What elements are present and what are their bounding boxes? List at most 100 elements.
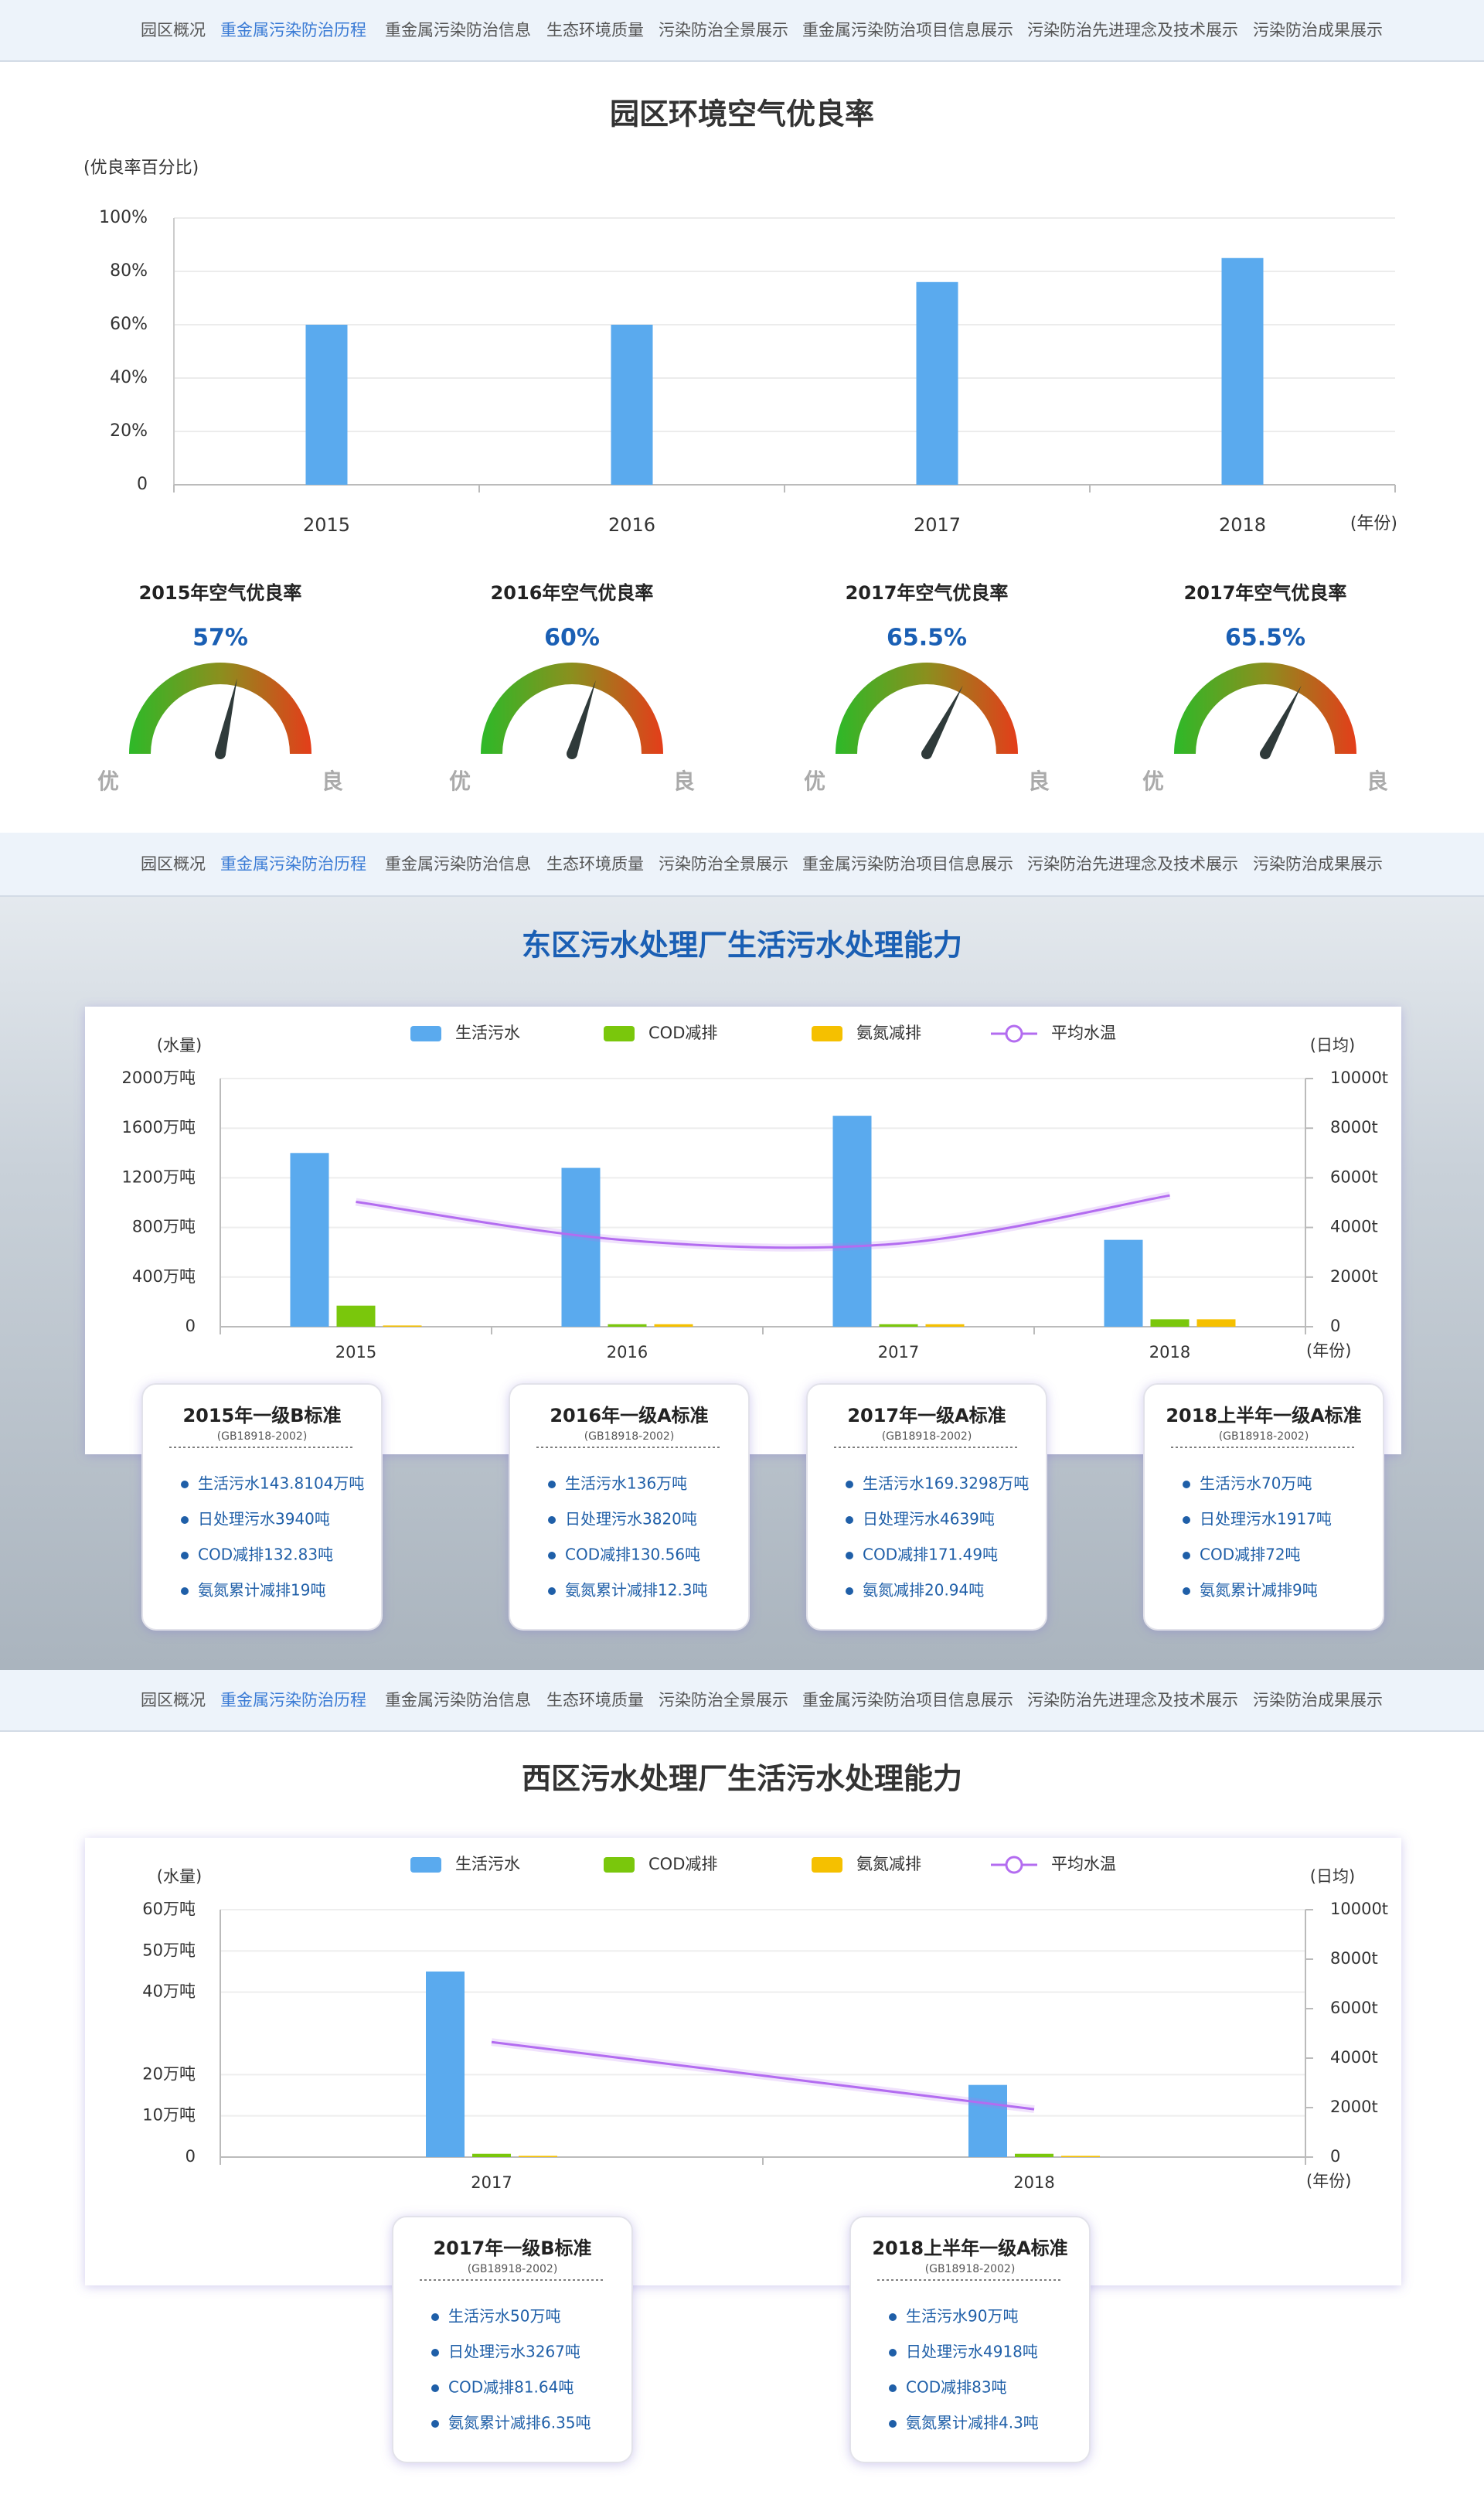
card-bullet (889, 2384, 897, 2392)
x-tick-label: 2015 (335, 1343, 376, 1362)
gauge-hub (921, 748, 932, 759)
nav-bar (0, 0, 1484, 62)
x-tick-label: 2017 (471, 2173, 512, 2192)
card-item: 日处理污水3267吨 (448, 2343, 580, 2361)
card-bullet (548, 1481, 556, 1488)
bar (305, 325, 348, 485)
gauge-min-label: 优 (1142, 769, 1164, 794)
nav-item[interactable]: 园区概况 (141, 1691, 206, 1709)
x-axis-label: (年份) (1306, 1341, 1351, 1360)
gauge-hub (567, 748, 577, 759)
bar (879, 1324, 918, 1327)
card-bullet (181, 1587, 189, 1595)
bar (925, 1324, 965, 1327)
nav-item[interactable]: 污染防治成果展示 (1253, 1691, 1383, 1709)
card-bullet (846, 1587, 853, 1595)
nav-item[interactable]: 污染防治先进理念及技术展示 (1027, 1691, 1238, 1709)
nav-item[interactable]: 污染防治先进理念及技术展示 (1027, 855, 1238, 874)
card-item: COD减排171.49吨 (863, 1546, 998, 1564)
legend-swatch (604, 1026, 635, 1041)
nav-item[interactable]: 园区概况 (141, 21, 206, 39)
nav-item[interactable]: 重金属污染防治历程 (220, 21, 366, 39)
gauge-arc (836, 663, 1018, 754)
nav-item[interactable]: 重金属污染防治历程 (220, 1691, 366, 1709)
x-tick-label: 2018 (1149, 1343, 1190, 1362)
x-tick-label: 2017 (914, 514, 961, 536)
card-standard: (GB18918-2002) (882, 1430, 972, 1443)
card-item: 生活污水136万吨 (565, 1474, 687, 1493)
nav-item[interactable]: 重金属污染防治项目信息展示 (802, 1691, 1013, 1709)
gauge-title: 2015年空气优良率 (139, 582, 302, 604)
y-tick-label: 40% (110, 368, 148, 387)
card-bullet (1183, 1552, 1190, 1559)
line-series (491, 2040, 1035, 2111)
nav-item[interactable]: 污染防治全景展示 (659, 21, 788, 39)
y2-tick-label: 4000t (1330, 1218, 1378, 1236)
x-tick-label: 2016 (607, 1343, 648, 1362)
card-item: 日处理污水1917吨 (1200, 1510, 1332, 1529)
card-bullet (846, 1552, 853, 1559)
gauge-max-label: 良 (673, 769, 695, 794)
card-item: 氨氮累计减排19吨 (198, 1581, 325, 1600)
nav-item[interactable]: 重金属污染防治项目信息展示 (802, 21, 1013, 39)
card-bullet (1183, 1516, 1190, 1524)
legend-label: 平均水温 (1051, 1024, 1116, 1042)
chart-title: 园区环境空气优良率 (610, 97, 874, 131)
card-title: 2017年一级B标准 (433, 2237, 591, 2259)
chart-title: 西区污水处理厂生活污水处理能力 (522, 1762, 962, 1796)
nav-item[interactable]: 生态环境质量 (546, 855, 644, 874)
card-bullet (846, 1516, 853, 1524)
nav-item[interactable]: 重金属污染防治项目信息展示 (802, 855, 1013, 874)
nav-item[interactable]: 污染防治全景展示 (659, 855, 788, 874)
y2-tick-label: 0 (1330, 1317, 1340, 1335)
y-tick-label: 50万吨 (142, 1941, 196, 1959)
y-tick-label: 20万吨 (142, 2064, 196, 2083)
y-tick-label: 60% (110, 315, 148, 334)
chart-title: 东区污水处理厂生活污水处理能力 (522, 929, 962, 963)
line-series (356, 1194, 1170, 1249)
bar (611, 325, 653, 485)
y-tick-label: 60万吨 (142, 1900, 196, 1918)
gauge-arc (1174, 663, 1356, 754)
gauge-min-label: 优 (804, 769, 825, 794)
card-item: 氨氮累计减排6.35吨 (448, 2414, 591, 2432)
nav-bar (0, 833, 1484, 897)
gauge-needle (921, 685, 963, 757)
card-bullet (431, 2420, 439, 2428)
nav-item[interactable]: 污染防治先进理念及技术展示 (1027, 21, 1238, 39)
gauge-needle (1260, 685, 1302, 757)
gauge-value: 57% (192, 625, 248, 652)
x-tick-label: 2015 (303, 514, 350, 536)
nav-item[interactable]: 污染防治成果展示 (1253, 21, 1383, 39)
gauge-arc (129, 663, 311, 754)
y2-tick-label: 8000t (1330, 1118, 1378, 1137)
y-tick-label: 80% (110, 261, 148, 281)
y-tick-label: 0 (186, 2147, 196, 2166)
nav-item[interactable]: 重金属污染防治信息 (385, 21, 531, 39)
nav-item[interactable]: 园区概况 (141, 855, 206, 874)
y2-tick-label: 8000t (1330, 1949, 1378, 1968)
card-item: 日处理污水4918吨 (906, 2343, 1038, 2361)
y2-tick-label: 2000t (1330, 2098, 1378, 2116)
nav-item[interactable]: 生态环境质量 (546, 21, 644, 39)
nav-item[interactable]: 污染防治成果展示 (1253, 855, 1383, 874)
nav-item[interactable]: 重金属污染防治信息 (385, 855, 531, 874)
y-tick-label: 0 (186, 1317, 196, 1335)
x-tick-label: 2017 (878, 1343, 919, 1362)
card-title: 2016年一级A标准 (550, 1405, 708, 1426)
card-item: 生活污水169.3298万吨 (863, 1474, 1029, 1493)
nav-item[interactable]: 重金属污染防治历程 (220, 855, 366, 874)
legend-swatch (410, 1857, 441, 1873)
x-tick-label: 2018 (1013, 2173, 1054, 2192)
gauge-hub (1260, 748, 1271, 759)
card-bullet (548, 1587, 556, 1595)
nav-item[interactable]: 污染防治全景展示 (659, 1691, 788, 1709)
card-item: COD减排72吨 (1200, 1546, 1301, 1564)
nav-item[interactable]: 重金属污染防治信息 (385, 1691, 531, 1709)
y-axis-label: (水量) (157, 1867, 202, 1886)
x-tick-label: 2016 (608, 514, 655, 536)
card-item: 氨氮累计减排9吨 (1200, 1581, 1318, 1600)
x-axis-label: (年份) (1350, 514, 1397, 533)
nav-item[interactable]: 生态环境质量 (546, 1691, 644, 1709)
legend-label: 生活污水 (455, 1855, 520, 1873)
